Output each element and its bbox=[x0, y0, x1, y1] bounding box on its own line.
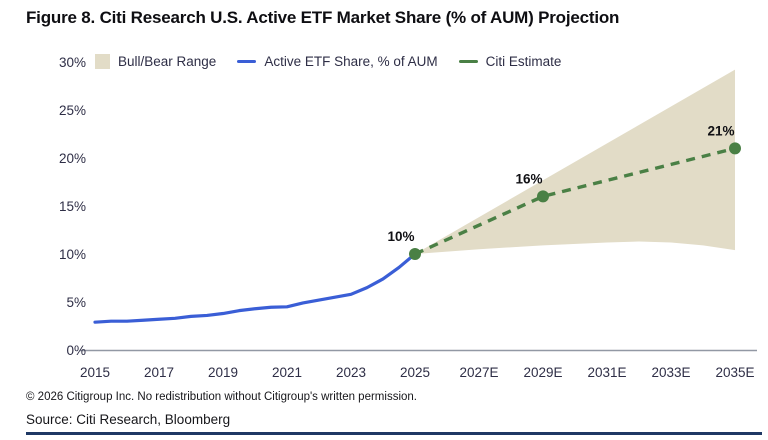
citi-estimate-line bbox=[414, 146, 736, 256]
legend-label-bull-bear-range: Bull/Bear Range bbox=[118, 54, 217, 69]
y-axis-tick-label: 10% bbox=[59, 247, 86, 262]
x-axis-tick-label: 2015 bbox=[80, 365, 110, 380]
x-axis-tick-label: 2031E bbox=[587, 365, 626, 380]
copyright-note: © 2026 Citigroup Inc. No redistribution … bbox=[26, 391, 417, 403]
etf-market-share-chart: 0% 5% 10% 15% 20% 25% 30% 2015 2017 2019 2021 2023 2… bbox=[59, 55, 757, 380]
chart-legend: Bull/Bear Range Active ETF Share, % of A… bbox=[95, 54, 561, 69]
citi-estimate-point bbox=[729, 142, 741, 155]
y-axis-tick-label: 5% bbox=[66, 295, 86, 310]
bull-bear-range-swatch-icon bbox=[95, 54, 110, 69]
citi-estimate-point bbox=[537, 190, 549, 203]
y-axis-tick-label: 20% bbox=[59, 151, 86, 166]
estimate-data-label: 10% bbox=[387, 229, 414, 244]
legend-item-citi-estimate: Citi Estimate bbox=[458, 54, 562, 69]
bottom-divider-rule bbox=[26, 432, 762, 435]
active-etf-share-line-icon bbox=[237, 59, 257, 64]
citi-estimate-line-icon bbox=[458, 59, 478, 64]
x-axis-tick-label: 2033E bbox=[651, 365, 690, 380]
legend-label-active-etf-share: Active ETF Share, % of AUM bbox=[264, 54, 438, 69]
legend-item-active-etf-share: Active ETF Share, % of AUM bbox=[237, 54, 438, 69]
source-note: Source: Citi Research, Bloomberg bbox=[26, 412, 231, 427]
x-axis-tick-label: 2035E bbox=[715, 365, 754, 380]
y-axis-tick-label: 25% bbox=[59, 103, 86, 118]
estimate-data-label: 16% bbox=[515, 171, 542, 186]
y-axis-tick-label: 0% bbox=[66, 343, 86, 358]
y-axis-tick-label: 30% bbox=[59, 55, 86, 70]
legend-label-citi-estimate: Citi Estimate bbox=[485, 54, 562, 69]
figure-title: Figure 8. Citi Research U.S. Active ETF … bbox=[26, 8, 620, 27]
x-axis-tick-label: 2023 bbox=[336, 365, 366, 380]
x-axis-tick-label: 2021 bbox=[272, 365, 302, 380]
x-axis-tick-label: 2027E bbox=[459, 365, 498, 380]
x-axis-tick-label: 2029E bbox=[523, 365, 562, 380]
x-axis-tick-label: 2019 bbox=[208, 365, 238, 380]
active-etf-share-line bbox=[93, 252, 417, 324]
bull-bear-range-band bbox=[415, 69, 735, 255]
y-axis-tick-label: 15% bbox=[59, 199, 86, 214]
x-axis-tick-label: 2025 bbox=[400, 365, 430, 380]
citi-estimate-point bbox=[409, 248, 421, 260]
estimate-data-label: 21% bbox=[707, 123, 734, 138]
legend-item-bull-bear-range: Bull/Bear Range bbox=[95, 54, 216, 69]
x-axis-tick-label: 2017 bbox=[144, 365, 174, 380]
